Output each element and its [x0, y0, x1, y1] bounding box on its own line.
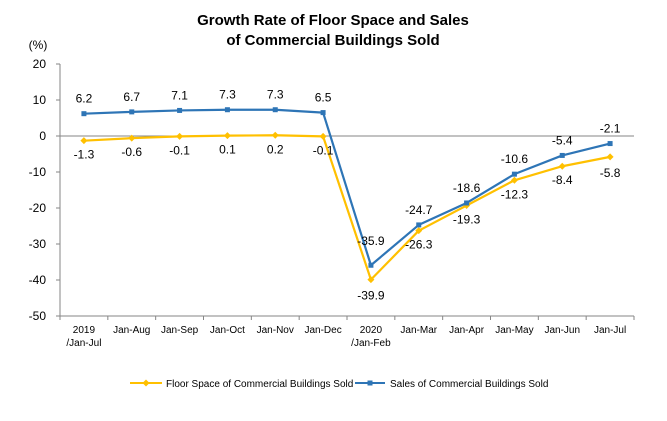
data-point-marker	[464, 200, 470, 206]
data-label-sales: 7.3	[219, 88, 236, 102]
y-tick-label: -10	[29, 165, 47, 179]
series-layer	[80, 107, 614, 284]
data-label-sales: 7.1	[171, 88, 188, 102]
axes: 20 10 0 -10 -20 -30 -40 -50 2019/Jan-Jul Jan-Aug J…	[29, 57, 635, 349]
y-axis-unit: (%)	[29, 38, 48, 52]
x-tick-label: Jan-Apr	[449, 325, 485, 336]
y-tick-label: 20	[33, 57, 47, 71]
data-point-marker	[223, 132, 231, 140]
x-tick-label: Jan-Jun	[544, 325, 580, 336]
data-point-marker	[367, 276, 375, 284]
data-point-marker	[607, 141, 613, 147]
data-point-marker	[224, 107, 230, 113]
data-point-marker	[368, 262, 374, 268]
data-label-floor-space: 0.1	[219, 143, 236, 157]
legend-marker	[367, 380, 373, 386]
legend-label-1: Floor Space of Commercial Buildings Sold	[166, 379, 353, 390]
data-label-sales: 6.5	[315, 91, 332, 105]
data-point-marker	[559, 152, 565, 158]
y-tick-label: -50	[29, 309, 47, 323]
x-tick-label: Jan-Dec	[304, 325, 341, 336]
data-point-marker	[129, 109, 135, 115]
data-label-sales: 6.2	[76, 92, 93, 106]
series-line-2	[83, 108, 611, 267]
data-labels: -1.3 -0.6 -0.1 0.1 0.2 -0.1 -39.9 -26.3 -19.3 -12…	[74, 88, 621, 303]
data-point-marker	[558, 162, 566, 170]
data-point-marker	[80, 137, 88, 145]
x-tick-label: Jan-Mar	[400, 325, 437, 336]
data-point-marker	[271, 131, 279, 139]
y-tick-label: -40	[29, 273, 47, 287]
y-tick-label: 0	[39, 129, 46, 143]
x-tick-label: Jan-Jul	[594, 325, 626, 336]
data-point-marker	[319, 132, 327, 140]
chart-title-line-2: of Commercial Buildings Sold	[226, 32, 439, 49]
data-label-sales: -10.6	[501, 152, 529, 166]
y-tick-label: 10	[33, 93, 47, 107]
data-label-floor-space: 0.2	[267, 142, 284, 156]
data-label-floor-space: -5.8	[600, 166, 621, 180]
x-tick-label: 2020/Jan-Feb	[351, 325, 391, 349]
x-tick-label: Jan-Aug	[113, 325, 150, 336]
data-point-marker	[415, 227, 423, 235]
data-point-marker	[511, 171, 517, 177]
data-label-sales: -18.6	[453, 181, 481, 195]
data-point-marker	[272, 107, 278, 113]
x-tick-label: Jan-Sep	[161, 325, 199, 336]
data-point-marker	[510, 176, 518, 184]
legend-label-2: Sales of Commercial Buildings Sold	[390, 379, 548, 390]
series-line-1	[83, 134, 611, 281]
data-point-marker	[320, 110, 326, 116]
chart-title-line-1: Growth Rate of Floor Space and Sales	[197, 12, 469, 29]
data-label-floor-space: -12.3	[501, 187, 529, 201]
data-point-marker	[416, 222, 422, 228]
x-tick-label: Jan-Nov	[257, 325, 294, 336]
data-label-sales: -35.9	[357, 234, 385, 248]
data-label-floor-space: -39.9	[357, 289, 385, 303]
x-tick-label: Jan-May	[495, 325, 533, 336]
data-label-floor-space: -19.3	[453, 212, 481, 226]
data-point-marker	[606, 153, 614, 161]
x-tick-label: Jan-Oct	[210, 325, 245, 336]
data-point-marker	[128, 134, 136, 142]
y-tick-label: -20	[29, 201, 47, 215]
data-label-floor-space: -0.1	[313, 143, 334, 157]
data-label-floor-space: -0.1	[169, 143, 190, 157]
x-tick-label: 2019/Jan-Jul	[66, 325, 101, 349]
data-label-sales: -5.4	[552, 133, 573, 147]
legend-marker	[142, 379, 150, 387]
data-point-marker	[81, 111, 87, 117]
data-label-floor-space: -8.4	[552, 173, 573, 187]
data-label-floor-space: -26.3	[405, 238, 433, 252]
data-label-floor-space: -1.3	[74, 148, 95, 162]
data-label-floor-space: -0.6	[121, 145, 142, 159]
data-label-sales: -2.1	[600, 122, 621, 136]
y-tick-label: -30	[29, 237, 47, 251]
data-label-sales: 7.3	[267, 88, 284, 102]
data-point-marker	[176, 132, 184, 140]
data-point-marker	[177, 107, 183, 113]
data-label-sales: 6.7	[123, 90, 140, 104]
data-label-sales: -24.7	[405, 203, 433, 217]
legend: Floor Space of Commercial Buildings Sold…	[130, 379, 548, 390]
